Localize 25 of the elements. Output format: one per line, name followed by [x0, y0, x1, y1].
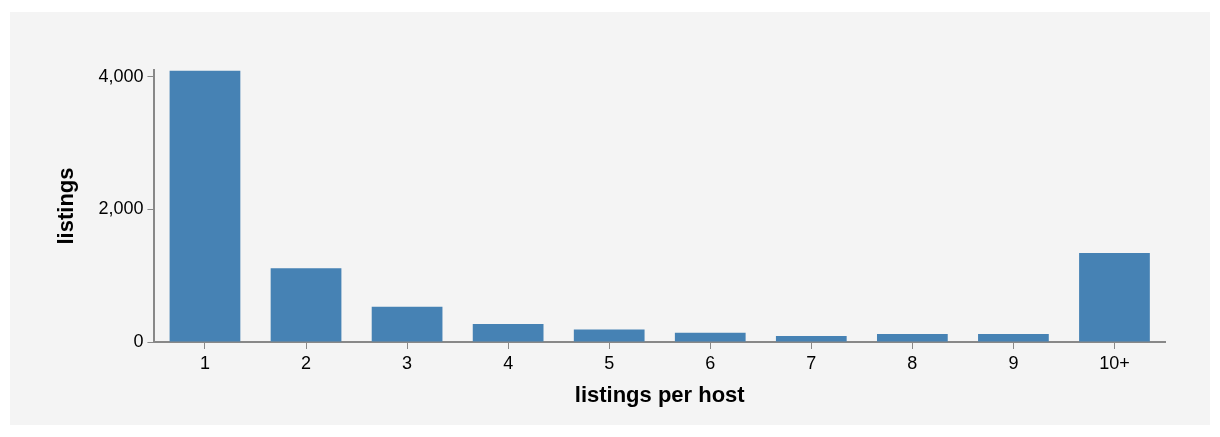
bar: [978, 334, 1049, 342]
bar: [573, 329, 645, 342]
bar: [775, 336, 847, 342]
x-tick-label: 2: [301, 352, 312, 373]
x-tick-label: 1: [199, 352, 210, 373]
x-tick-label: 10+: [1099, 352, 1130, 373]
x-tick-label: 8: [907, 352, 918, 373]
x-tick-label: 9: [1008, 352, 1019, 373]
bar: [876, 334, 948, 342]
x-tick-label: 5: [604, 352, 615, 373]
y-axis-title: listings: [53, 167, 79, 245]
x-tick-label: 7: [806, 352, 817, 373]
y-tick-label: 0: [133, 330, 144, 351]
bar: [169, 70, 241, 342]
bar: [674, 332, 746, 342]
bar: [270, 268, 342, 342]
x-axis-title: listings per host: [574, 381, 746, 407]
x-tick-label: 3: [402, 352, 413, 373]
x-tick-label: 4: [503, 352, 514, 373]
bar: [1079, 253, 1150, 342]
y-tick-label: 2,000: [98, 198, 144, 219]
bar: [472, 324, 544, 342]
x-tick-label: 6: [705, 352, 716, 373]
bar: [371, 306, 443, 342]
y-tick-label: 4,000: [98, 65, 144, 86]
